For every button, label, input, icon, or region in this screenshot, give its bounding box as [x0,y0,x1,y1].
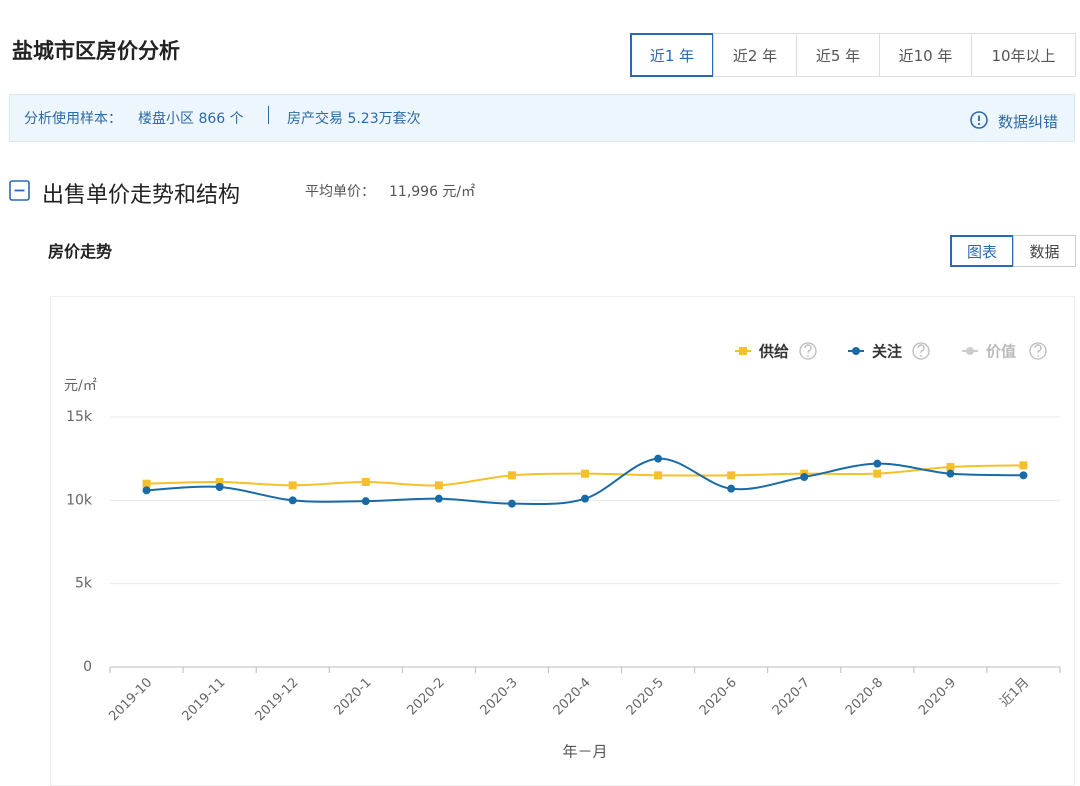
tab[interactable]: 10年以上 [971,33,1076,77]
point [654,471,663,480]
x-tick-label: 2020-8 [843,675,886,718]
help-dot [807,355,809,357]
point [142,486,151,495]
legend-label: 价值 [986,343,1016,361]
point [142,479,151,488]
y-tick-label: 15k [66,409,93,425]
point [581,494,589,503]
help-dot [1037,355,1039,357]
y-tick-label: 0 [83,659,92,675]
report-link[interactable]: 数据纠错 [998,113,1059,131]
x-tick-label: 2020-9 [916,675,959,718]
point [873,469,882,478]
x-tick-label: 2020-1 [331,675,374,718]
x-tick-label: 2020-7 [770,675,813,718]
x-tick-label: 近1月 [997,675,1032,710]
toggle[interactable]: 数据 [1013,235,1076,267]
avg-value: 11,996 元/㎡ [389,184,476,200]
avg-label: 平均单价： [305,184,375,200]
point [581,469,589,478]
y-tick-label: 10k [66,492,93,508]
tab[interactable]: 近5 年 [796,33,880,77]
point [434,481,443,490]
help-icon [799,342,817,360]
point [215,483,224,491]
legend-marker [739,347,747,355]
x-tick-label: 2020-4 [551,675,594,718]
x-tick-label: 2020-5 [624,675,667,718]
point [873,459,882,468]
help-glyph [1034,344,1042,353]
point [288,481,297,490]
point [727,471,736,480]
collapse-icon[interactable] [9,180,31,202]
page-title: 盐城市区房价分析 [12,39,180,63]
help-icon [1029,342,1047,360]
x-tick-label: 2019-10 [106,675,155,724]
point [215,478,224,486]
subsection-title: 房价走势 [48,242,113,261]
info-label: 分析使用样本： [24,111,122,127]
x-axis-label: 年－月 [562,743,607,761]
help-glyph [917,344,925,353]
legend-label: 供给 [758,343,789,361]
separator [268,106,269,124]
legend-marker [966,347,974,355]
help-dot [920,355,922,357]
info-communities: 楼盘小区 866 个 [138,111,244,127]
point [361,478,370,486]
point [1019,471,1028,480]
point [727,484,736,493]
point [361,497,370,506]
x-tick-label: 2020-3 [478,675,521,718]
x-tick-label: 2020-6 [697,675,740,718]
point [434,494,443,503]
help-glyph [804,344,812,353]
point [1019,461,1028,470]
section-title: 出售单价走势和结构 [42,183,241,208]
info-transactions: 房产交易 5.23万套次 [287,111,421,127]
point [946,469,955,478]
legend-label: 关注 [872,343,902,361]
x-tick-label: 2019-12 [252,675,301,724]
point [946,463,955,471]
point [288,496,297,505]
point [507,499,516,508]
y-tick-label: 5k [75,576,93,592]
help-icon [912,342,930,360]
point [800,473,809,481]
info-bar [9,94,1075,142]
legend-marker [852,347,860,355]
tab[interactable]: 近1 年 [630,33,714,77]
point [507,471,516,480]
point [654,454,663,463]
y-axis-label: 元/㎡ [64,378,97,394]
x-tick-label: 2020-2 [405,675,448,718]
x-tick-label: 2019-11 [179,675,228,724]
report-icon[interactable] [969,110,989,130]
